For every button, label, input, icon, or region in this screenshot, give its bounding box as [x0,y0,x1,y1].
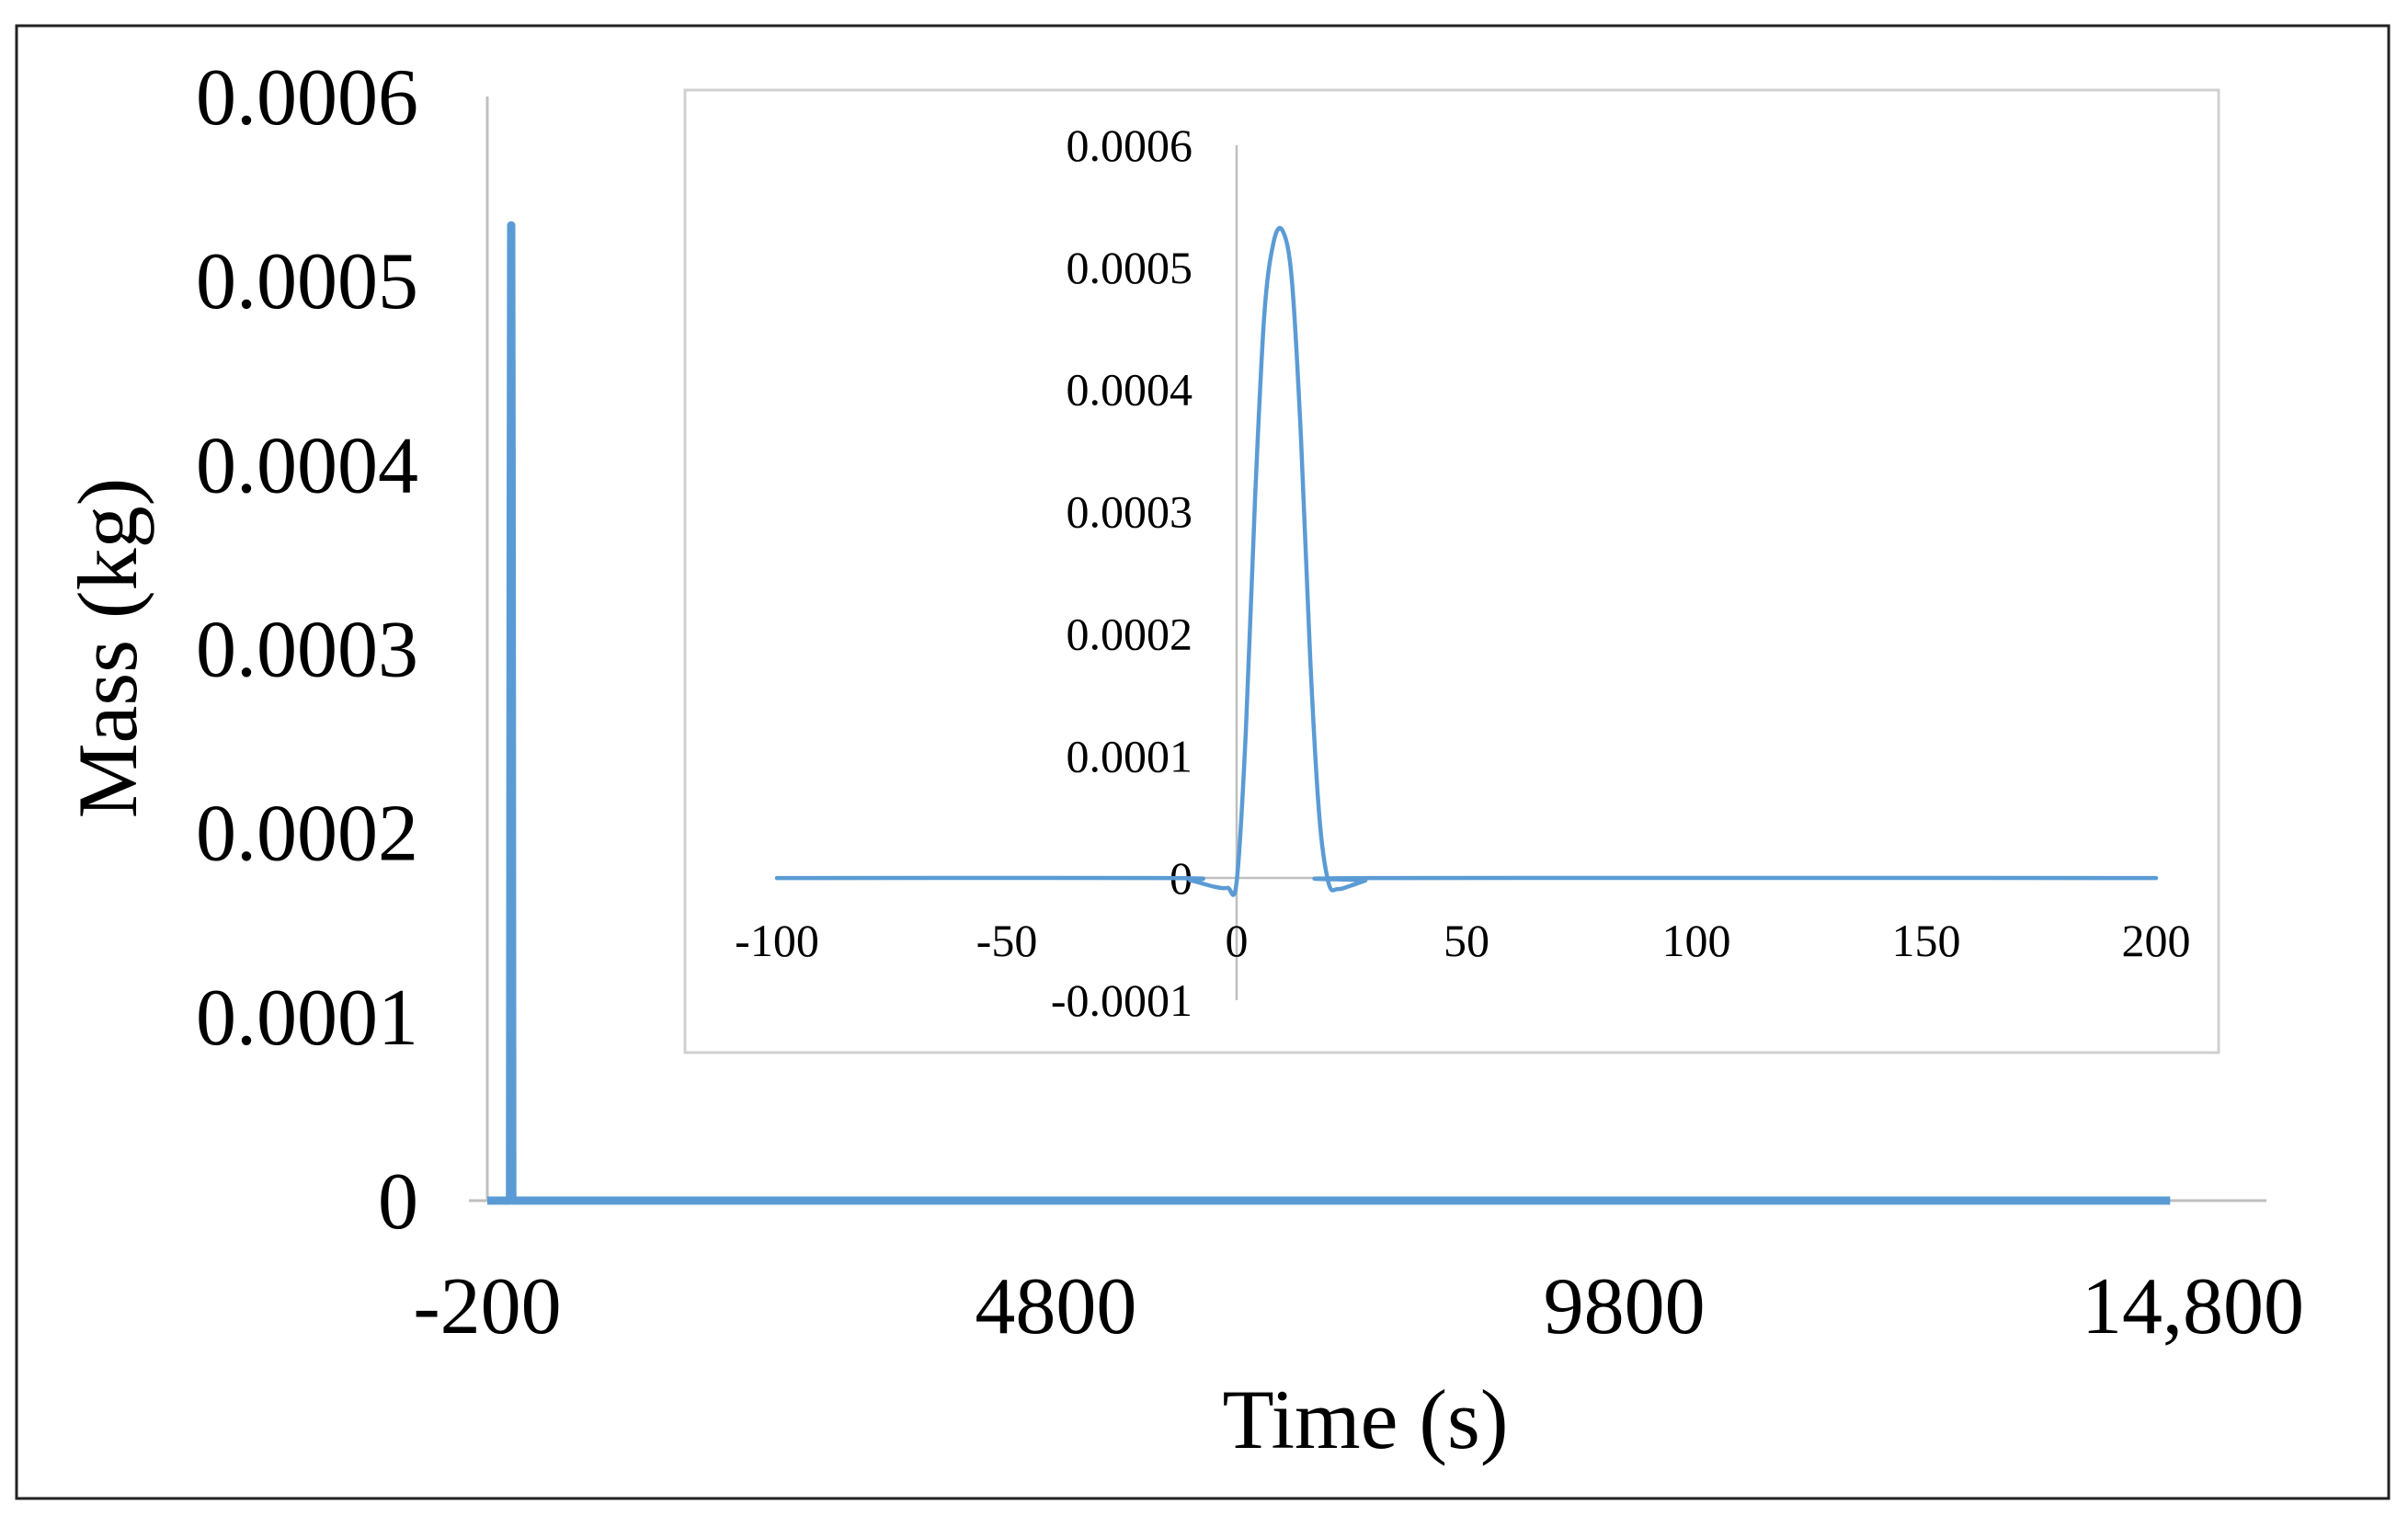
main-chart: 0 0.0001 0.0002 0.0003 0.0004 0.0005 0.0006 -2… [61,53,2304,1466]
main-x-tick-label: 9800 [1544,1262,1706,1351]
y-axis-title: Mass (kg) [61,478,154,819]
inset-y-tick-label: 0.0004 [1067,364,1193,416]
inset-x-tick-label: 50 [1444,915,1489,966]
main-y-tick-label: 0.0003 [196,606,418,695]
main-x-tick-label: -200 [413,1262,561,1351]
inset-x-tick-label: -100 [735,915,819,966]
main-series-line [487,221,2171,1205]
inset-y-tick-label: 0.0002 [1067,608,1193,659]
main-y-tick-label: 0.0004 [196,421,418,510]
main-y-tick-label: 0.0005 [196,237,418,326]
main-x-tick-label: 14,800 [2082,1262,2304,1351]
main-x-tick-label: 4800 [975,1262,1136,1351]
main-y-tick-labels: 0 0.0001 0.0002 0.0003 0.0004 0.0005 0.0006 [196,53,418,1247]
inset-y-tick-label: 0.0003 [1067,486,1193,538]
x-axis-title: Time (s) [1223,1373,1509,1466]
inset-series-line [774,225,2159,897]
inset-x-tick-label: 150 [1892,915,1961,966]
main-y-tick-label: 0.0001 [196,974,418,1063]
inset-x-tick-label: 100 [1662,915,1731,966]
main-y-tick-label: 0.0002 [196,790,418,879]
inset-y-tick-label: 0.0005 [1067,242,1193,293]
inset-x-tick-label: 200 [2122,915,2191,966]
inset-x-tick-label: -50 [976,915,1038,966]
main-y-tick-label: 0.0006 [196,53,418,142]
inset-chart: -0.0001 0 0.0001 0.0002 0.0003 0.0004 0.0005 0.… [683,88,2220,1054]
inset-y-tick-label: -0.0001 [1051,974,1193,1026]
inset-y-tick-labels: -0.000100.00010.00020.00030.00040.00050.… [1051,120,1193,1026]
inset-y-tick-label: 0.0001 [1067,730,1193,781]
inset-frame [683,88,2220,1054]
inset-x-tick-labels: -100 -50 0 50 100 150 200 [735,915,2190,966]
inset-y-tick-label: 0.0006 [1067,120,1193,171]
main-y-tick-label: 0 [378,1157,418,1247]
inset-x-tick-label: 0 [1226,915,1249,966]
main-x-tick-labels: -200 4800 9800 14,800 [413,1262,2304,1351]
